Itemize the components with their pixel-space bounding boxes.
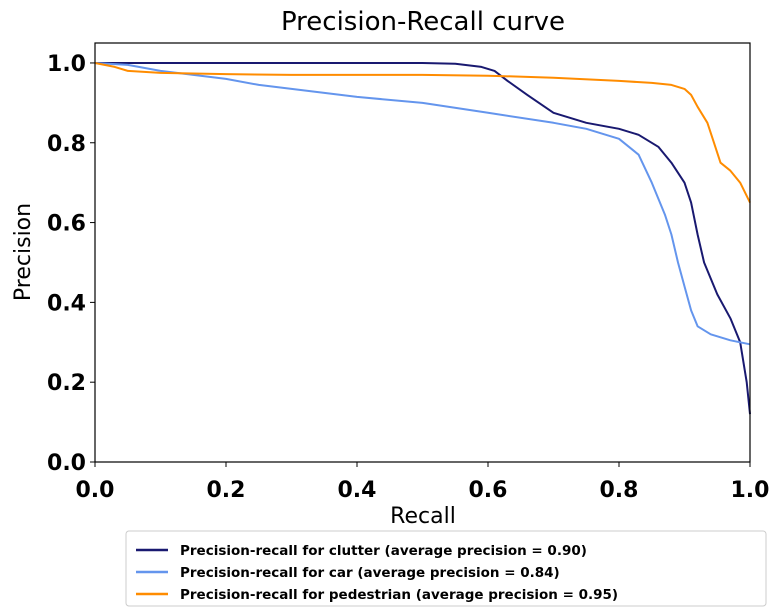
x-tick-label: 0.0 (76, 478, 115, 503)
y-axis-ticks: 0.0 0.2 0.4 0.6 0.8 1.0 (47, 52, 95, 476)
legend-box (125, 530, 767, 607)
y-tick-label: 0.6 (47, 212, 86, 237)
legend-items: Precision-recall for clutter (average pr… (136, 543, 618, 603)
y-tick-label: 1.0 (47, 52, 86, 77)
x-axis-ticks: 0.0 0.2 0.4 0.6 0.8 1.0 (76, 462, 770, 503)
legend-label-0: Precision-recall for clutter (average pr… (180, 543, 587, 559)
x-tick-label: 1.0 (731, 478, 770, 503)
series-line-0 (95, 62, 751, 415)
x-tick-label: 0.8 (600, 478, 639, 503)
legend-label-2: Precision-recall for pedestrian (average… (180, 587, 618, 603)
legend: Precision-recall for clutter (average pr… (125, 530, 767, 607)
y-tick-label: 0.8 (47, 132, 86, 157)
y-tick-label: 0.4 (47, 291, 86, 316)
series-line-2 (94, 62, 751, 204)
x-axis-label: Recall (390, 504, 456, 529)
legend-label-1: Precision-recall for car (average precis… (180, 565, 560, 581)
y-tick-label: 0.0 (47, 451, 86, 476)
y-axis-label: Precision (11, 203, 36, 301)
x-tick-label: 0.4 (338, 478, 377, 503)
series-line-1 (94, 62, 751, 346)
plot-frame (94, 42, 751, 463)
x-tick-label: 0.2 (207, 478, 246, 503)
series-layer (94, 62, 751, 415)
x-tick-label: 0.6 (469, 478, 508, 503)
chart-title: Precision-Recall curve (281, 7, 565, 37)
y-tick-label: 0.2 (47, 371, 86, 396)
